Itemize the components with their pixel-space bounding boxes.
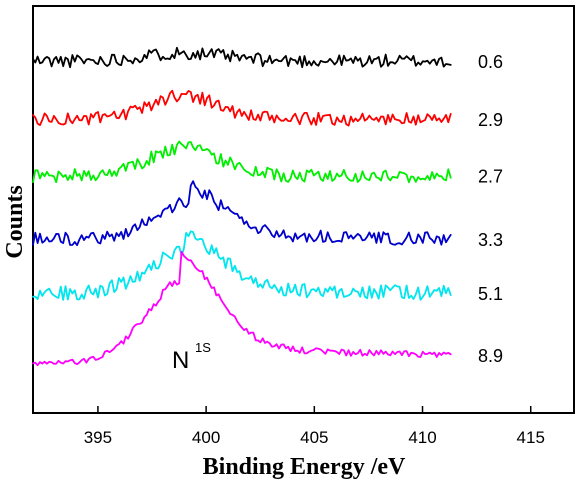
x-tick-label: 410 — [408, 428, 436, 447]
series-group — [32, 46, 452, 367]
series-line-3-3 — [32, 180, 452, 247]
x-tick-label: 405 — [300, 428, 328, 447]
x-tick-label: 415 — [517, 428, 545, 447]
x-tick-label: 395 — [84, 428, 112, 447]
series-label-0-6: 0.6 — [478, 52, 503, 72]
series-label-3-3: 3.3 — [478, 230, 503, 250]
y-axis-title: Counts — [2, 185, 28, 258]
plot-frame — [32, 5, 575, 414]
series-label-8-9: 8.9 — [478, 346, 503, 366]
series-label-2-9: 2.9 — [478, 110, 503, 130]
x-axis-ticks: 395 400 405 410 415 — [84, 406, 545, 447]
series-line-2-9 — [32, 89, 452, 127]
series-label-5-1: 5.1 — [478, 284, 503, 304]
series-line-0-6 — [32, 46, 452, 69]
annotation-superscript: 1S — [195, 340, 211, 355]
series-labels: 0.6 2.9 2.7 3.3 5.1 8.9 — [478, 52, 503, 366]
series-line-8-9 — [32, 250, 452, 367]
x-axis-title: Binding Energy /eV — [203, 454, 406, 480]
x-tick-label: 400 — [192, 428, 220, 447]
series-line-5-1 — [32, 230, 452, 301]
annotation-main: N — [172, 347, 189, 374]
series-label-2-7: 2.7 — [478, 167, 503, 187]
series-line-2-7 — [32, 140, 452, 184]
